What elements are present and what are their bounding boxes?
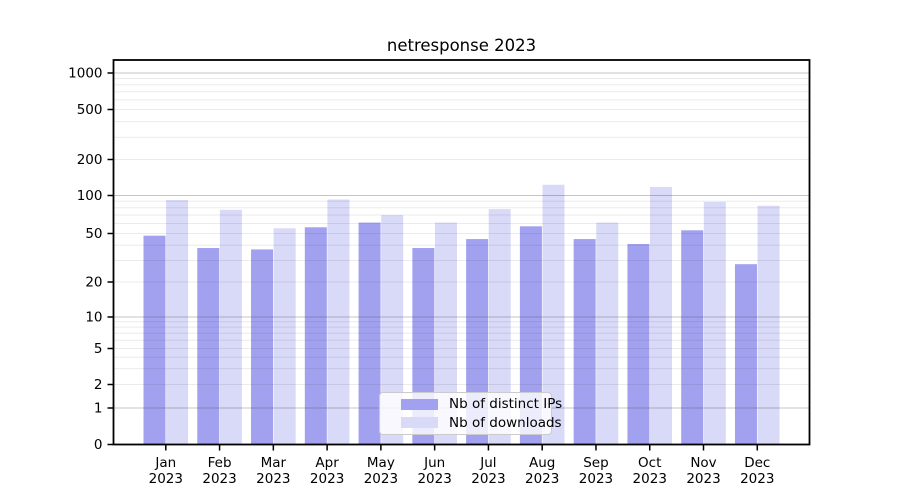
x-tick-label-month: Mar	[261, 455, 287, 471]
bar-distinct-ips-jan	[143, 235, 166, 445]
x-tick-label-year: 2023	[364, 471, 398, 487]
y-tick-label: 1000	[68, 66, 102, 82]
x-tick-label-month: Jun	[423, 455, 445, 471]
bar-distinct-ips-nov	[681, 230, 704, 445]
x-tick-label-year: 2023	[471, 471, 505, 487]
x-tick-label-month: Nov	[690, 455, 716, 471]
x-tick-label-month: Aug	[529, 455, 555, 471]
y-tick-label: 0	[94, 437, 103, 453]
x-tick-label-month: Dec	[744, 455, 770, 471]
x-tick-label-year: 2023	[740, 471, 774, 487]
x-tick-label-month: Apr	[315, 455, 339, 471]
x-tick-label-year: 2023	[417, 471, 451, 487]
x-tick-label-month: May	[367, 455, 395, 471]
bar-distinct-ips-aug	[519, 226, 542, 445]
legend-item-downloads: Nb of downloads	[401, 414, 562, 433]
y-tick-label: 2	[94, 377, 103, 393]
legend-swatch-distinct-ips	[401, 398, 438, 410]
x-tick-label-year: 2023	[686, 471, 720, 487]
x-tick-label-month: Jan	[154, 455, 176, 471]
x-tick-label-year: 2023	[202, 471, 236, 487]
legend-label-downloads: Nb of downloads	[449, 414, 562, 431]
legend: Nb of distinct IPs Nb of downloads	[379, 392, 562, 435]
bar-downloads-dec	[757, 205, 780, 445]
bar-distinct-ips-mar	[251, 249, 274, 445]
x-tick-label-year: 2023	[579, 471, 613, 487]
bar-distinct-ips-sep	[573, 239, 596, 445]
y-tick-label: 200	[77, 152, 103, 168]
bar-downloads-aug	[542, 184, 565, 445]
bar-downloads-jan	[166, 200, 189, 445]
y-tick-label: 20	[85, 275, 102, 291]
y-tick-label: 50	[85, 226, 102, 242]
x-tick-label-year: 2023	[256, 471, 290, 487]
x-tick-label-month: Oct	[638, 455, 661, 471]
bar-distinct-ips-feb	[197, 248, 220, 445]
bar-downloads-oct	[650, 186, 673, 445]
bar-downloads-jul	[488, 209, 511, 445]
x-tick-label-year: 2023	[310, 471, 344, 487]
y-tick-label: 500	[77, 102, 103, 118]
legend-item-distinct-ips: Nb of distinct IPs	[401, 395, 562, 414]
y-tick-label: 1	[94, 401, 103, 417]
bar-downloads-mar	[273, 228, 296, 445]
legend-label-distinct-ips: Nb of distinct IPs	[449, 396, 563, 413]
y-tick-label: 100	[77, 188, 103, 204]
bar-downloads-jun	[434, 222, 457, 445]
x-tick-label-year: 2023	[633, 471, 667, 487]
chart-title: netresponse 2023	[386, 36, 537, 55]
y-tick-label: 5	[94, 341, 103, 357]
bar-distinct-ips-dec	[734, 264, 757, 445]
x-tick-label-month: Jul	[479, 455, 496, 471]
bar-distinct-ips-apr	[304, 227, 327, 445]
legend-swatch-downloads	[401, 417, 438, 429]
bar-downloads-sep	[596, 222, 619, 445]
plot-border	[112, 59, 811, 446]
x-tick-label-month: Feb	[208, 455, 232, 471]
x-tick-label-month: Sep	[583, 455, 608, 471]
x-tick-label-year: 2023	[149, 471, 183, 487]
bar-downloads-nov	[703, 201, 726, 445]
x-tick-label-year: 2023	[525, 471, 559, 487]
bar-downloads-feb	[219, 209, 242, 445]
bar-distinct-ips-oct	[627, 244, 650, 445]
bar-distinct-ips-may	[358, 222, 381, 445]
bar-downloads-may	[381, 215, 404, 445]
bar-downloads-apr	[327, 199, 350, 445]
y-tick-label: 10	[85, 310, 102, 326]
